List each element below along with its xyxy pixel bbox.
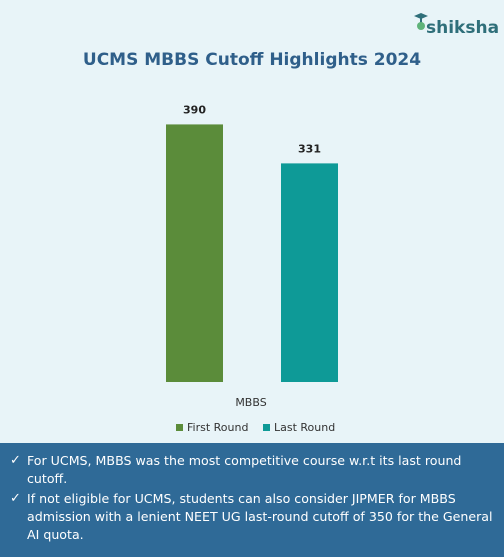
graduation-cap-icon bbox=[414, 13, 428, 30]
legend-swatch-first-round bbox=[176, 424, 183, 431]
brand-name: shiksha bbox=[426, 18, 500, 38]
note-item: ✓ If not eligible for UCMS, students can… bbox=[10, 490, 494, 544]
shiksha-logo bbox=[414, 13, 428, 30]
legend-label-first-round: First Round bbox=[187, 421, 248, 434]
legend: First Round Last Round bbox=[176, 421, 335, 434]
note-item: ✓ For UCMS, MBBS was the most competitiv… bbox=[10, 452, 494, 488]
checkmark-icon: ✓ bbox=[10, 491, 21, 506]
legend-label-last-round: Last Round bbox=[274, 421, 335, 434]
category-label: MBBS bbox=[235, 396, 266, 409]
legend-swatch-last-round bbox=[263, 424, 270, 431]
chart-title: UCMS MBBS Cutoff Highlights 2024 bbox=[82, 50, 422, 70]
bar-last-round bbox=[281, 163, 338, 382]
data-label-first-round: 390 bbox=[183, 103, 206, 116]
bar-chart: 390 331 MBBS First Round Last Round bbox=[166, 103, 338, 434]
bar-first-round bbox=[166, 124, 223, 382]
note-text: If not eligible for UCMS, students can a… bbox=[27, 491, 493, 542]
note-text: For UCMS, MBBS was the most competitive … bbox=[27, 453, 462, 486]
notes-panel: ✓ For UCMS, MBBS was the most competitiv… bbox=[0, 443, 504, 557]
checkmark-icon: ✓ bbox=[10, 453, 21, 468]
data-label-last-round: 331 bbox=[298, 142, 321, 155]
